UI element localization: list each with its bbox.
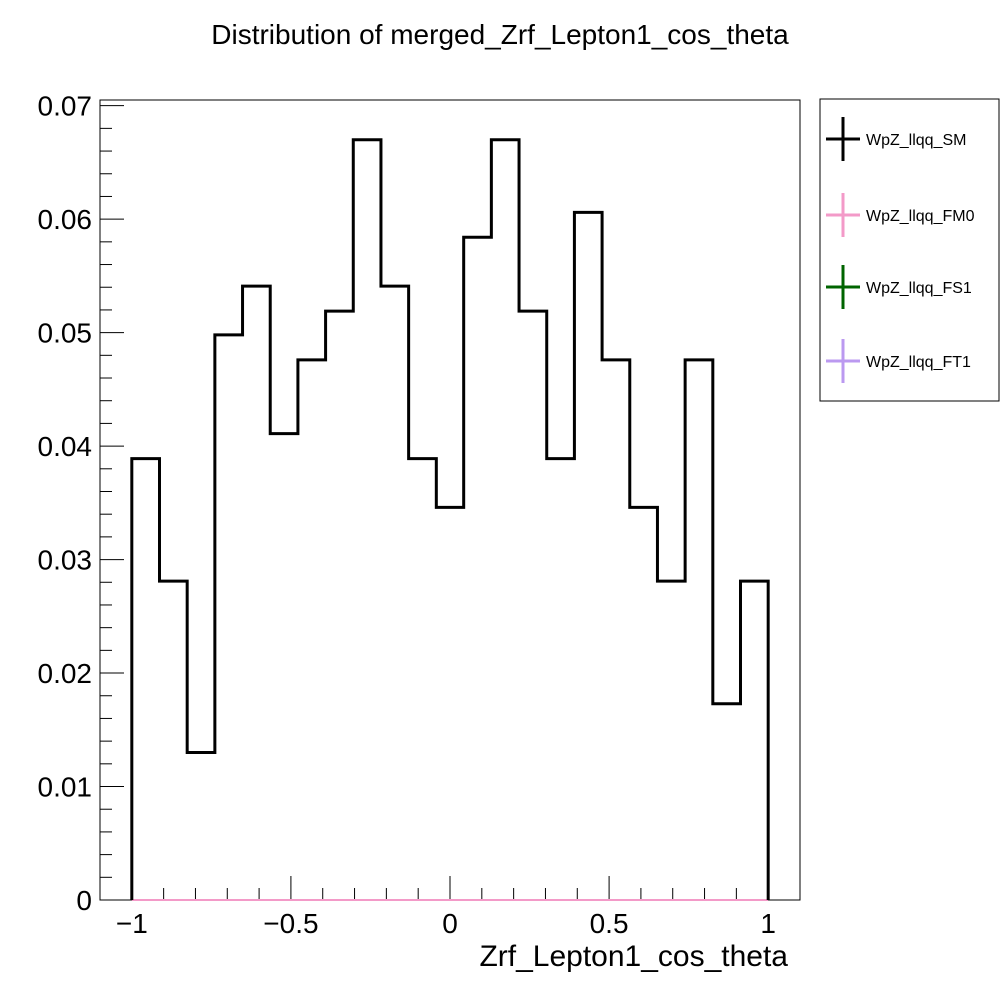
x-tick-label: −0.5 — [263, 908, 318, 939]
y-tick-label: 0.01 — [38, 772, 93, 803]
histogram-bin — [353, 140, 381, 900]
x-tick-label: −1 — [116, 908, 148, 939]
x-tick-label: 1 — [760, 908, 776, 939]
histogram-bin — [298, 360, 326, 900]
histogram-bin — [491, 140, 519, 900]
legend-label: WpZ_llqq_SM — [866, 132, 966, 149]
histogram-bin — [713, 704, 741, 900]
chart-title: Distribution of merged_Zrf_Lepton1_cos_t… — [211, 19, 789, 50]
histogram-bin — [657, 581, 685, 900]
histogram-bin — [630, 507, 658, 900]
histogram-bin — [187, 752, 215, 900]
series-WpZ_llqq_SM — [130, 138, 770, 900]
histogram-bin — [160, 581, 188, 900]
y-tick-label: 0.03 — [38, 545, 93, 576]
legend-label: WpZ_llqq_FT1 — [866, 354, 971, 371]
legend-box — [819, 98, 1000, 402]
histogram-bin — [326, 311, 354, 900]
x-tick-label: 0.5 — [590, 908, 629, 939]
histogram-bin — [519, 311, 547, 900]
x-axis-title: Zrf_Lepton1_cos_theta — [479, 940, 788, 973]
legend-label: WpZ_llqq_FS1 — [866, 280, 972, 297]
y-tick-label: 0.02 — [38, 658, 93, 689]
histogram-bin — [243, 286, 271, 900]
legend-entry: WpZ_llqq_FM0 — [826, 193, 975, 237]
histogram-bin — [436, 507, 463, 900]
histogram-bin — [132, 459, 160, 900]
histogram-bin — [381, 286, 409, 900]
legend-entry: WpZ_llqq_FS1 — [826, 265, 972, 309]
series-outline — [130, 138, 770, 900]
y-tick-label: 0.05 — [38, 318, 93, 349]
legend-entry: WpZ_llqq_SM — [826, 117, 966, 161]
histogram-bin — [685, 360, 713, 900]
y-tick-label: 0.06 — [38, 204, 93, 235]
legend-label: WpZ_llqq_FM0 — [866, 208, 975, 225]
y-tick-label: 0.04 — [38, 431, 93, 462]
histogram-bin — [547, 459, 575, 900]
histogram-bin — [741, 581, 769, 900]
x-tick-label: 0 — [442, 908, 458, 939]
histogram-bin — [409, 459, 437, 900]
y-tick-label: 0.07 — [38, 91, 93, 122]
histogram-bin — [464, 237, 492, 900]
histogram-bin — [215, 335, 243, 900]
histogram-bin — [270, 434, 298, 900]
legend-entry: WpZ_llqq_FT1 — [826, 339, 971, 383]
histogram-bin — [574, 212, 602, 900]
legend: WpZ_llqq_SM WpZ_llqq_FM0 WpZ_llqq_FS1 WpZ_l… — [819, 98, 1000, 402]
y-tick-label: 0 — [76, 885, 92, 916]
histogram-bin — [602, 360, 630, 900]
